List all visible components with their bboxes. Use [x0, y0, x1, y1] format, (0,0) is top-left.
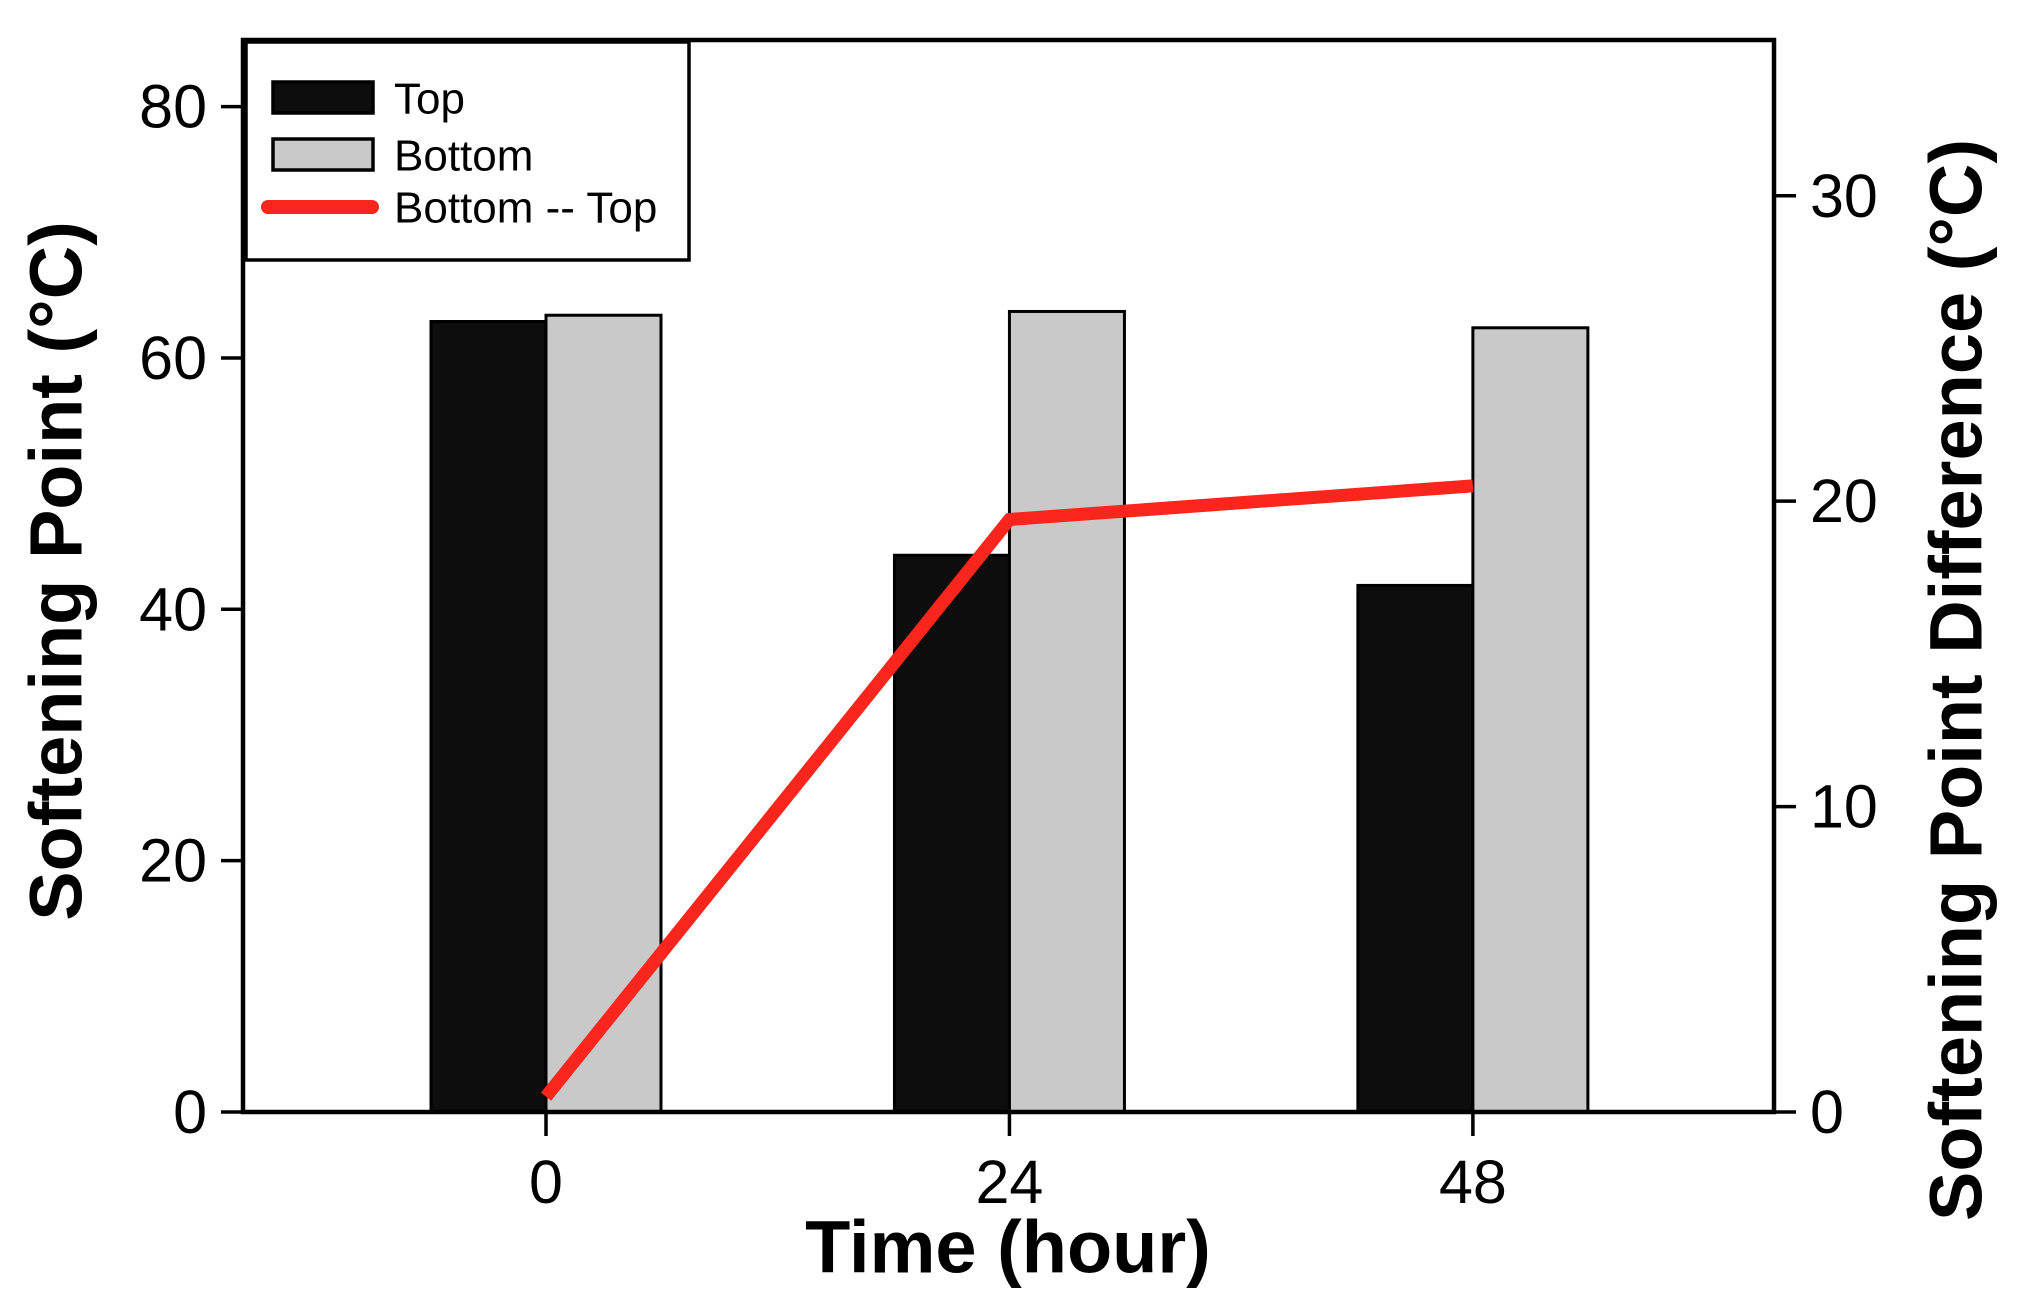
bar-bottom-48h — [1471, 326, 1590, 1114]
legend-label-bottom: Bottom — [394, 132, 533, 181]
x-axis: 0 24 48 — [529, 1112, 1507, 1216]
x-tick-label-48: 48 — [1439, 1148, 1507, 1216]
bar-bottom-0h — [544, 313, 663, 1114]
legend-label-top: Top — [394, 75, 465, 124]
x-tick-label-24: 24 — [976, 1148, 1044, 1216]
legend-swatch-bottom-bar — [271, 137, 375, 172]
right-axis-title: Softening Point Difference (°C) — [1915, 139, 1998, 1221]
difference-line — [540, 479, 1474, 1101]
bars-layer — [429, 309, 1590, 1114]
left-tick-label-20: 20 — [139, 827, 207, 895]
bar-top-0h — [429, 320, 548, 1114]
legend-label-diff: Bottom -- Top — [394, 184, 657, 233]
left-axis-title: Softening Point (°C) — [15, 221, 98, 921]
left-tick-label-80: 80 — [139, 73, 207, 141]
x-tick-label-0: 0 — [529, 1148, 563, 1216]
legend-swatch-top-bar — [271, 80, 375, 115]
left-tick-label-0: 0 — [173, 1078, 207, 1146]
bar-bottom-24h — [1007, 309, 1126, 1114]
right-tick-label-20: 20 — [1810, 467, 1878, 535]
left-tick-label-40: 40 — [139, 575, 207, 643]
left-tick-label-60: 60 — [139, 324, 207, 392]
x-axis-title: Time (hour) — [805, 1206, 1211, 1289]
legend: Top Bottom Bottom -- Top — [244, 40, 691, 262]
right-tick-label-10: 10 — [1810, 773, 1878, 841]
right-tick-label-30: 30 — [1810, 162, 1878, 230]
bar-top-48h — [1356, 583, 1475, 1114]
left-y-axis: 0 20 40 60 80 — [139, 73, 243, 1146]
right-tick-label-0: 0 — [1810, 1078, 1844, 1146]
right-y-axis: 0 10 20 30 — [1774, 162, 1878, 1146]
